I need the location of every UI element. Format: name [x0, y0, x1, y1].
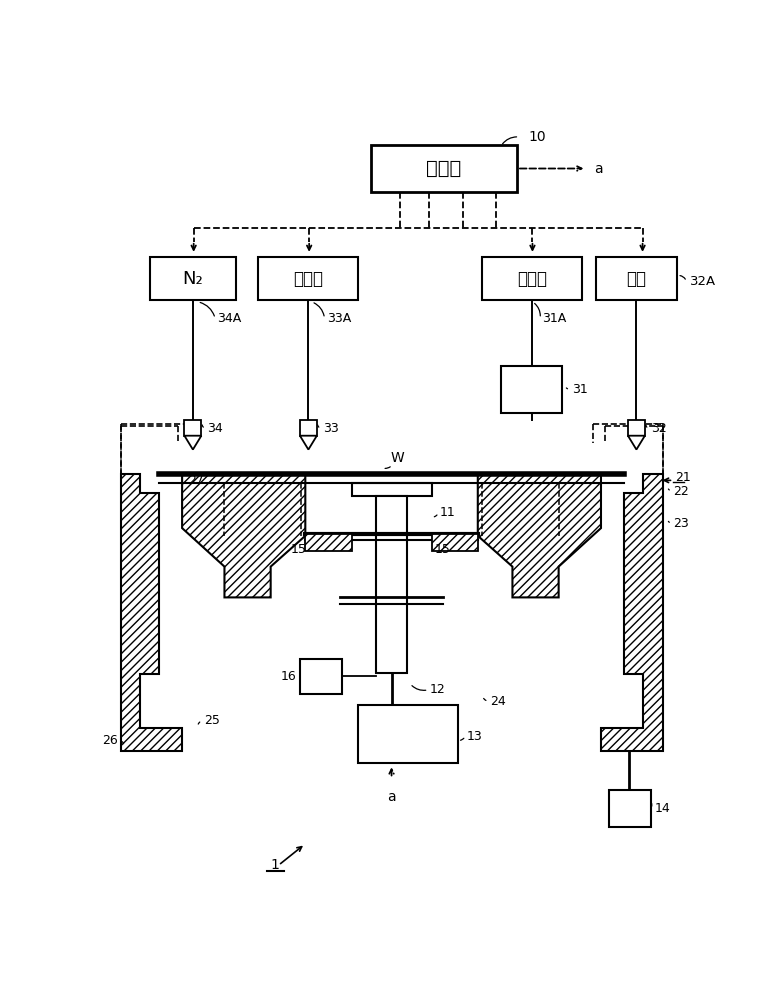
Text: 控制部: 控制部 — [426, 159, 461, 178]
Bar — [371, 145, 517, 192]
Text: 22: 22 — [673, 485, 689, 498]
Bar — [628, 420, 645, 436]
Polygon shape — [432, 534, 478, 551]
Text: W: W — [391, 451, 405, 465]
Bar — [358, 705, 458, 763]
Text: 10: 10 — [529, 130, 546, 144]
Bar — [300, 420, 317, 436]
Bar — [150, 257, 236, 300]
Polygon shape — [478, 474, 601, 597]
Text: 34A: 34A — [218, 312, 241, 325]
Bar — [609, 790, 651, 827]
Text: 32: 32 — [651, 422, 667, 434]
Bar — [597, 257, 677, 300]
Text: 31A: 31A — [542, 312, 567, 325]
Text: a: a — [594, 162, 603, 176]
Text: 34: 34 — [208, 422, 223, 434]
Text: N₂: N₂ — [183, 270, 203, 288]
Bar — [351, 483, 432, 496]
Text: 15: 15 — [291, 543, 307, 556]
Text: a: a — [387, 790, 396, 804]
Text: 33: 33 — [323, 422, 338, 434]
Text: 32A: 32A — [691, 275, 717, 288]
Text: 16: 16 — [280, 670, 296, 683]
Polygon shape — [300, 436, 317, 450]
Polygon shape — [184, 436, 202, 450]
Polygon shape — [628, 436, 645, 450]
Text: 显影液: 显影液 — [516, 270, 547, 288]
Bar — [300, 659, 342, 694]
Text: 26: 26 — [102, 734, 118, 747]
Bar — [501, 366, 562, 413]
Text: 13: 13 — [467, 730, 483, 742]
Text: 置换液: 置换液 — [293, 270, 323, 288]
Text: 11: 11 — [440, 506, 456, 519]
Polygon shape — [182, 474, 306, 597]
Bar — [481, 257, 581, 300]
Text: 23: 23 — [673, 517, 689, 530]
Text: 12: 12 — [430, 683, 446, 696]
Text: 1: 1 — [270, 858, 279, 872]
Text: 33A: 33A — [327, 312, 351, 325]
Text: 21: 21 — [675, 471, 691, 484]
Polygon shape — [121, 474, 182, 751]
Text: 纯水: 纯水 — [626, 270, 646, 288]
Text: 15: 15 — [435, 543, 451, 556]
Text: 27: 27 — [188, 474, 204, 487]
Text: 24: 24 — [490, 695, 506, 708]
Bar — [258, 257, 358, 300]
Text: 31: 31 — [571, 383, 588, 396]
Text: 25: 25 — [204, 714, 219, 727]
Bar — [184, 420, 202, 436]
Polygon shape — [306, 534, 351, 551]
Polygon shape — [601, 474, 662, 751]
Text: 14: 14 — [655, 802, 671, 815]
Bar — [376, 496, 407, 673]
